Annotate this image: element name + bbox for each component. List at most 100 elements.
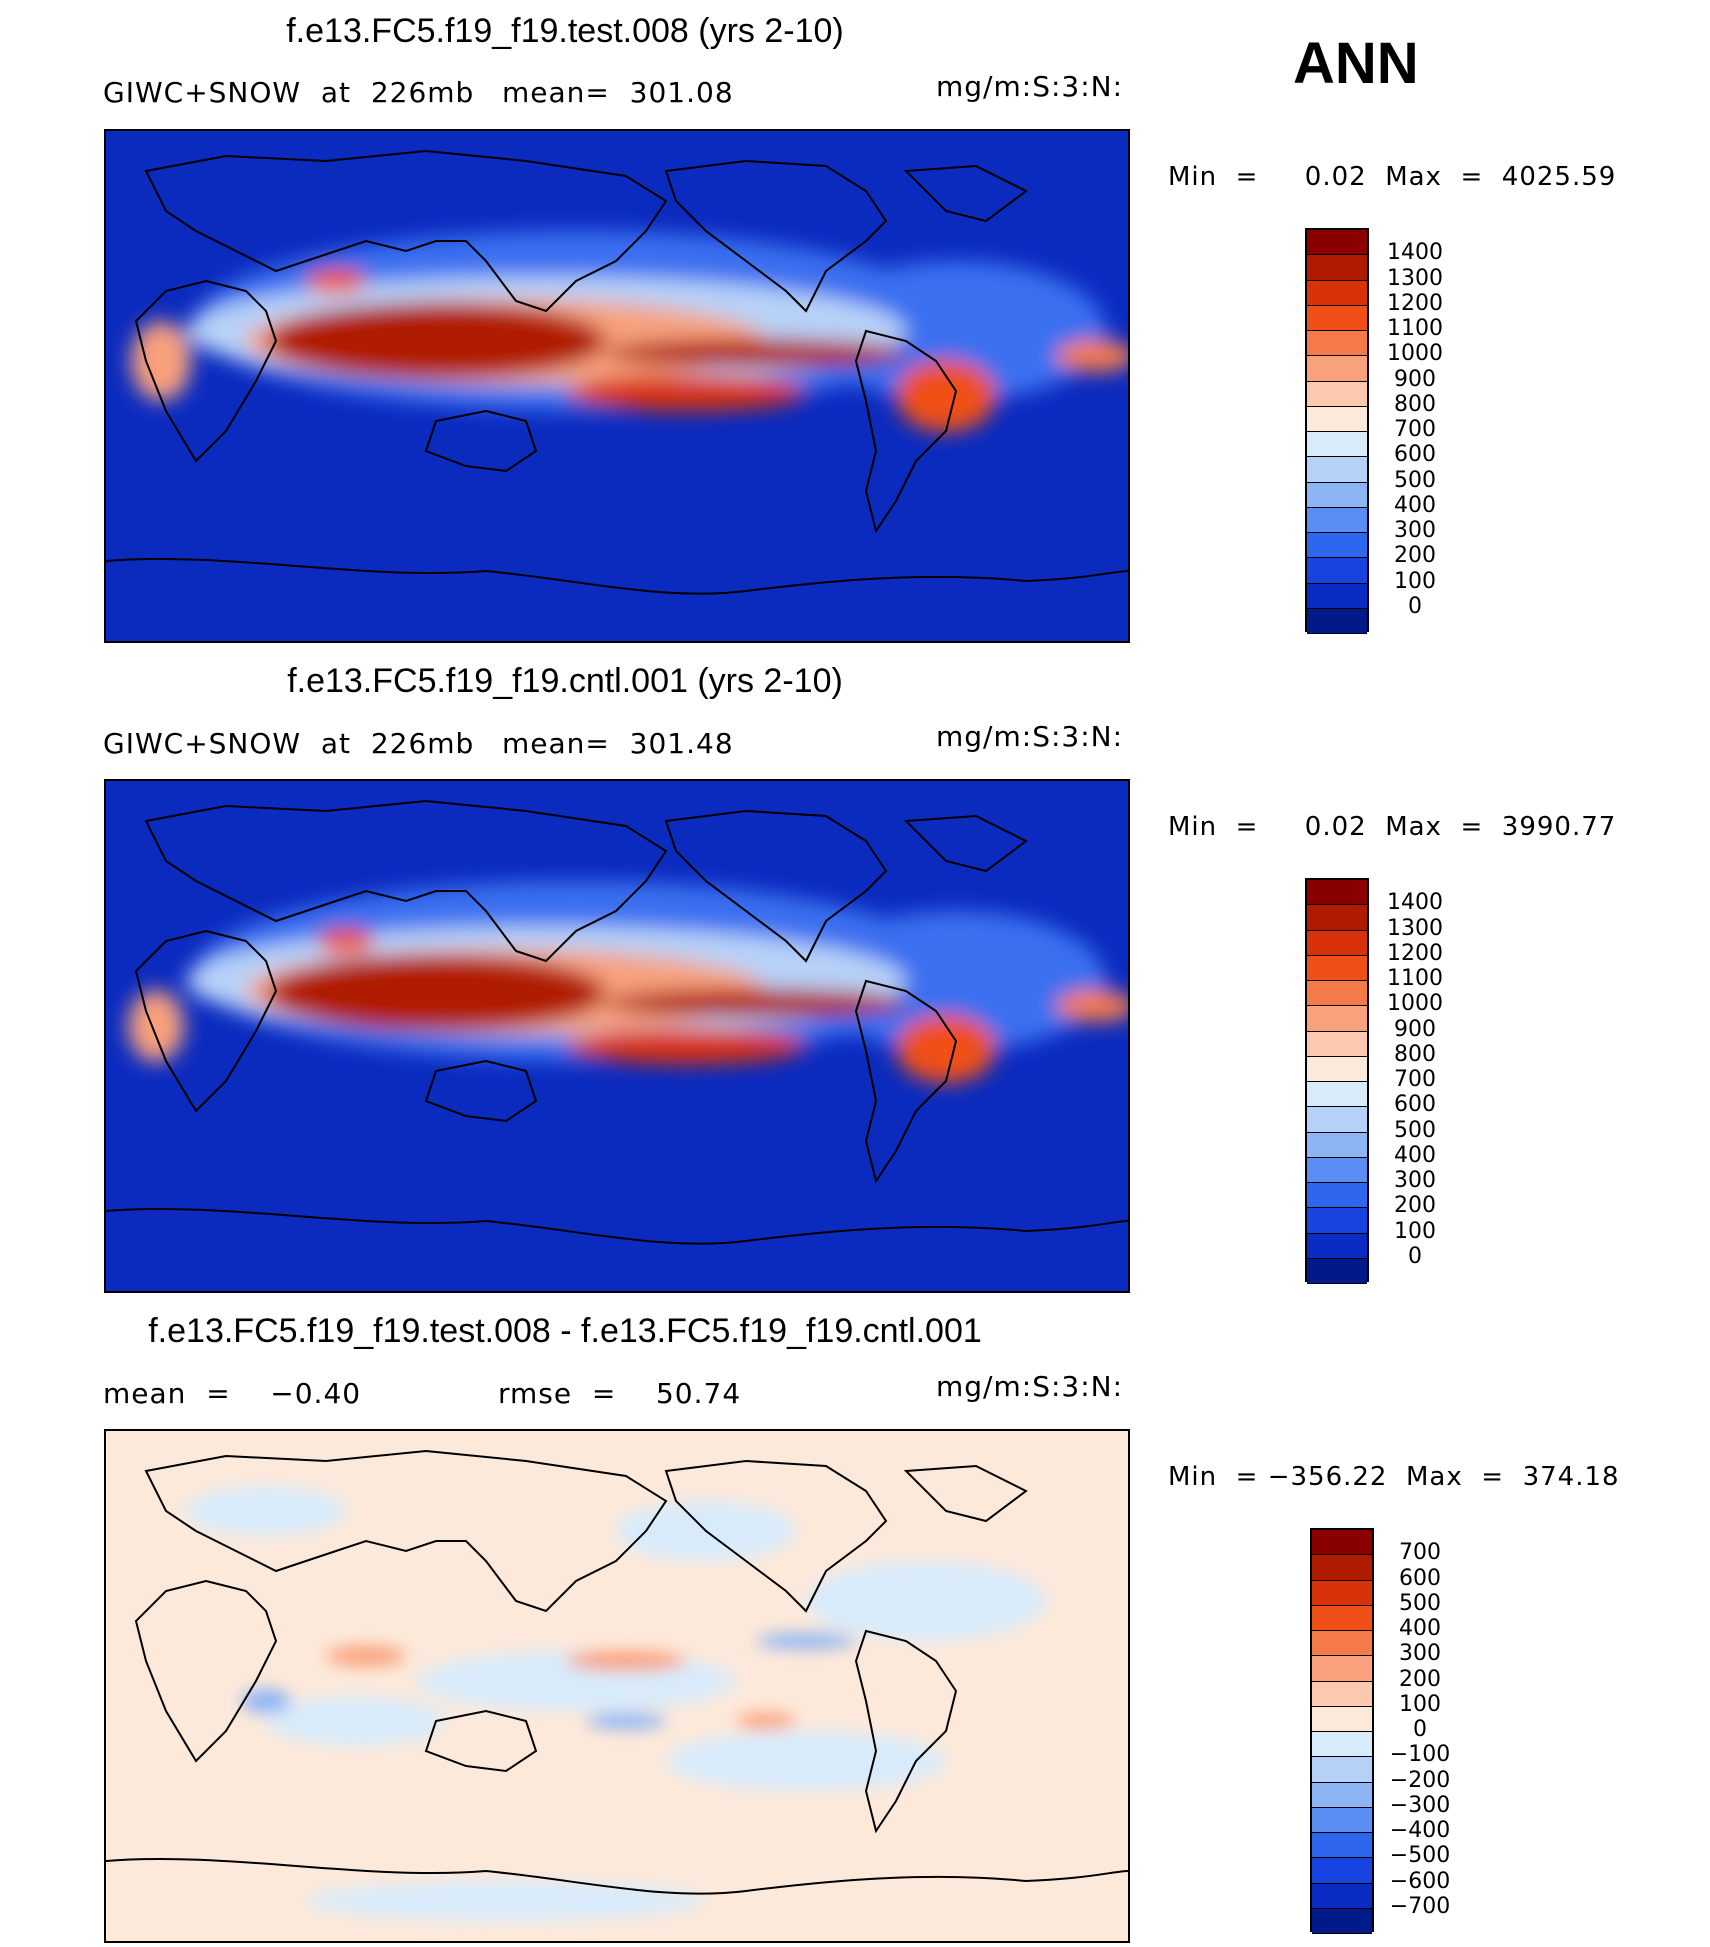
- panel2-title: f.e13.FC5.f19_f19.cntl.001 (yrs 2-10): [287, 662, 843, 700]
- panel1-variable-label: GIWC+SNOW at 226mb: [103, 76, 475, 109]
- colorbar-swatch: [1307, 981, 1367, 1007]
- panel2-mean-label: mean= 301.48: [502, 727, 734, 760]
- colorbar-swatch: [1312, 1757, 1372, 1783]
- colorbar-tick-label: 300: [1394, 518, 1436, 543]
- panel2-map-svg: [106, 781, 1128, 1291]
- colorbar-swatch: [1307, 533, 1367, 559]
- colorbar-swatch: [1307, 381, 1367, 407]
- colorbar-swatch: [1307, 1183, 1367, 1209]
- panel1-field-shading: [131, 231, 1128, 432]
- colorbar-tick-label: 1100: [1387, 316, 1443, 341]
- colorbar-tick-label: 1400: [1387, 890, 1443, 916]
- colorbar-tick-label: 600: [1394, 1092, 1436, 1118]
- colorbar-swatch: [1307, 280, 1367, 306]
- colorbar-tick-label: 900: [1394, 1016, 1436, 1042]
- colorbar-swatch: [1307, 305, 1367, 331]
- panel2-coastlines: [106, 799, 1128, 1245]
- panel2-colorbar: [1305, 878, 1369, 1284]
- panel3-map-svg: [106, 1431, 1128, 1941]
- colorbar-tick-label: 700: [1394, 1067, 1436, 1092]
- colorbar-tick-label: 800: [1394, 1041, 1436, 1067]
- colorbar-swatch: [1312, 1605, 1372, 1631]
- colorbar-tick-label: 200: [1394, 543, 1436, 569]
- panel3-title: f.e13.FC5.f19_f19.test.008 - f.e13.FC5.f…: [148, 1312, 982, 1350]
- colorbar-swatch: [1312, 1555, 1372, 1581]
- colorbar-tick-label: 100: [1394, 568, 1436, 594]
- panel3-units-label: mg/m:S:3:N:: [936, 1370, 1124, 1403]
- colorbar-swatch: [1312, 1782, 1372, 1808]
- colorbar-swatch: [1312, 1656, 1372, 1682]
- panel2-units-label: mg/m:S:3:N:: [936, 720, 1124, 753]
- colorbar-swatch: [1307, 955, 1367, 981]
- colorbar-swatch: [1307, 406, 1367, 432]
- colorbar-swatch: [1307, 482, 1367, 508]
- colorbar-swatch: [1307, 457, 1367, 483]
- colorbar-swatch: [1312, 1681, 1372, 1707]
- colorbar-swatch: [1307, 1233, 1367, 1259]
- colorbar-tick-label: 600: [1394, 442, 1436, 468]
- colorbar-tick-label: 0: [1408, 1243, 1422, 1269]
- panel1-title: f.e13.FC5.f19_f19.test.008 (yrs 2-10): [286, 12, 844, 50]
- colorbar-swatch: [1307, 880, 1367, 906]
- colorbar-swatch: [1307, 1132, 1367, 1158]
- panel2-minmax-label: Min = 0.02 Max = 3990.77: [1168, 812, 1617, 842]
- colorbar-tick-label: 300: [1399, 1641, 1441, 1667]
- colorbar-swatch: [1312, 1732, 1372, 1758]
- colorbar-tick-label: −100: [1389, 1742, 1451, 1768]
- panel3-field-shading: [186, 1486, 1046, 1921]
- colorbar-tick-label: 800: [1394, 391, 1436, 417]
- colorbar-swatch: [1307, 558, 1367, 584]
- panel3-map: [104, 1429, 1130, 1943]
- colorbar-tick-label: 600: [1399, 1565, 1441, 1591]
- colorbar-tick-label: 0: [1413, 1717, 1427, 1742]
- colorbar-tick-label: −700: [1389, 1893, 1451, 1919]
- colorbar-tick-label: 1000: [1387, 341, 1443, 367]
- panel3-colorbar: [1310, 1528, 1374, 1934]
- colorbar-swatch: [1312, 1883, 1372, 1909]
- colorbar-swatch: [1307, 331, 1367, 357]
- colorbar-tick-label: −200: [1389, 1767, 1451, 1793]
- colorbar-tick-label: 200: [1399, 1666, 1441, 1692]
- colorbar-tick-label: 300: [1394, 1168, 1436, 1193]
- colorbar-swatch: [1307, 1107, 1367, 1133]
- colorbar-tick-label: −300: [1389, 1792, 1451, 1818]
- colorbar-tick-label: 500: [1399, 1590, 1441, 1616]
- colorbar-swatch: [1307, 1031, 1367, 1057]
- panel2-map: [104, 779, 1130, 1293]
- colorbar-tick-label: 1200: [1387, 940, 1443, 966]
- colorbar-swatch: [1307, 507, 1367, 533]
- panel2-variable-label: GIWC+SNOW at 226mb: [103, 727, 475, 760]
- panel1-map: [104, 129, 1130, 643]
- colorbar-swatch: [1307, 930, 1367, 956]
- panel3-minmax-label: Min = −356.22 Max = 374.18: [1168, 1462, 1620, 1492]
- colorbar-tick-label: 700: [1394, 417, 1436, 442]
- panel1-colorbar: [1305, 228, 1369, 634]
- colorbar-tick-label: 100: [1394, 1218, 1436, 1244]
- colorbar-swatch: [1307, 230, 1367, 256]
- colorbar-tick-label: −500: [1389, 1843, 1451, 1869]
- colorbar-tick-label: 400: [1399, 1616, 1441, 1641]
- colorbar-swatch: [1307, 1056, 1367, 1082]
- panel3-coastlines: [106, 1449, 1128, 1895]
- colorbar-swatch: [1307, 905, 1367, 931]
- colorbar-tick-label: 0: [1408, 593, 1422, 619]
- colorbar-swatch: [1307, 1157, 1367, 1183]
- colorbar-tick-label: 400: [1394, 1142, 1436, 1168]
- colorbar-tick-label: −600: [1389, 1868, 1451, 1894]
- colorbar-tick-label: 400: [1394, 492, 1436, 518]
- colorbar-swatch: [1307, 432, 1367, 458]
- colorbar-tick-label: 100: [1399, 1691, 1441, 1717]
- colorbar-tick-label: 1200: [1387, 290, 1443, 316]
- colorbar-swatch: [1307, 608, 1367, 634]
- season-label: ANN: [1293, 31, 1419, 96]
- colorbar-swatch: [1312, 1580, 1372, 1606]
- panel3-rmse-label: rmse = 50.74: [498, 1377, 742, 1410]
- panel1-minmax-label: Min = 0.02 Max = 4025.59: [1168, 162, 1617, 192]
- colorbar-swatch: [1307, 1082, 1367, 1108]
- colorbar-swatch: [1312, 1858, 1372, 1884]
- colorbar-swatch: [1307, 1258, 1367, 1284]
- colorbar-tick-label: −400: [1389, 1818, 1451, 1843]
- colorbar-swatch: [1307, 1208, 1367, 1234]
- colorbar-swatch: [1312, 1833, 1372, 1859]
- colorbar-swatch: [1307, 255, 1367, 281]
